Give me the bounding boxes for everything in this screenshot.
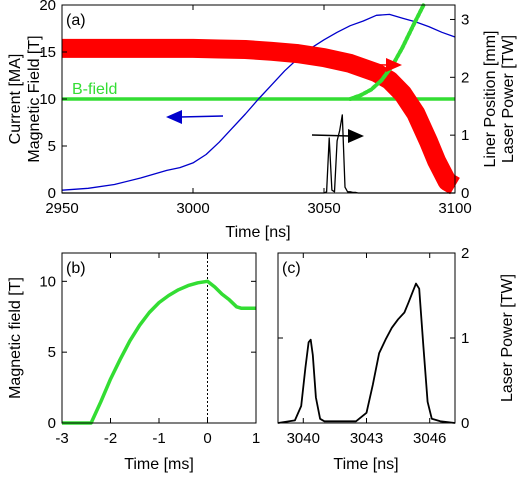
- panel-b-y-axis-label: Magnetic field [T]: [7, 277, 24, 399]
- panel-b-x-tick-label: 0: [203, 430, 211, 447]
- panel-b-y-tick-label: 10: [39, 273, 56, 290]
- panel-b-x-tick-label: -1: [152, 430, 165, 447]
- panel-b-x-axis-label: Time [ms]: [124, 456, 194, 473]
- panel-a-right-tick-label: 1: [461, 127, 469, 144]
- panel-b-label: (b): [66, 260, 86, 277]
- panel-a-right-tick-label: 2: [461, 69, 469, 86]
- panel-c-y-tick-label: 0: [461, 415, 469, 432]
- panel-a-y-tick-label: 10: [39, 91, 56, 108]
- panel-a-y-tick-label: 5: [48, 138, 56, 155]
- blue-arrow: [166, 110, 224, 124]
- panel-a-x-tick-label: 3100: [438, 200, 471, 217]
- panel-c-ticks: 3040 3043 3046 0 1 2: [278, 245, 469, 447]
- panel-a-right-tick-label: 3: [461, 11, 469, 28]
- panel-c-x-axis-label: Time [ns]: [333, 456, 398, 473]
- panel-a-y-tick-label: 0: [48, 185, 56, 202]
- panel-b-plot-area: [62, 253, 256, 425]
- laser-power-series-line: [62, 114, 455, 194]
- red-arrow: [339, 58, 402, 72]
- panel-c-x-tick-label: 3043: [350, 430, 383, 447]
- panel-a-right-axis-label-outer: Laser Power [TW]: [500, 35, 517, 163]
- panel-a-y-tick-label: 20: [39, 0, 56, 14]
- panel-a-y-tick-label: 15: [39, 44, 56, 61]
- current-series-line: [61, 13, 456, 191]
- black-arrow: [311, 129, 364, 143]
- panel-c-plot-area: [277, 282, 456, 424]
- panel-c-frame: [277, 252, 456, 424]
- panel-c: 3040 3043 3046 0 1 2 (c) Time [ns] Laser Powe…: [277, 245, 516, 473]
- panel-a-right-tick-label: 0: [461, 185, 469, 202]
- panel-a-x-tick-label: 2950: [45, 200, 78, 217]
- liner-position-series-band: [62, 38, 460, 195]
- panel-a-x-tick-label: 3050: [307, 200, 340, 217]
- panel-b-frame: [61, 252, 257, 424]
- panel-b-x-tick-label: -2: [104, 430, 117, 447]
- panel-a-x-axis-label: Time [ns]: [225, 224, 290, 241]
- panel-b-y-tick-label: 5: [48, 344, 56, 361]
- panel-c-y-tick-label: 2: [461, 245, 469, 262]
- panel-b-x-tick-label: -3: [55, 430, 68, 447]
- panel-a-y-axis-label-outer: Current [MA]: [7, 54, 24, 145]
- panel-c-label: (c): [282, 260, 301, 277]
- panel-c-x-tick-label: 3040: [287, 430, 320, 447]
- laser-power-series-line: [277, 282, 456, 424]
- b-field-annotation: B-field: [72, 81, 117, 98]
- panel-a-plot-area: [61, 3, 460, 195]
- panel-a-y-axis-label-inner: Magnetic Field [T]: [26, 35, 43, 162]
- panel-a-right-axis-label-inner: Liner Position [mm]: [482, 31, 499, 168]
- panel-a-label: (a): [66, 12, 86, 29]
- b-field-series-line: [62, 279, 256, 425]
- panel-b-y-tick-label: 0: [48, 415, 56, 432]
- panel-a-x-tick-label: 3000: [176, 200, 209, 217]
- panel-c-y-axis-label: Laser Power [TW]: [499, 274, 516, 402]
- panel-c-y-tick-label: 1: [461, 330, 469, 347]
- panel-c-x-tick-label: 3046: [413, 430, 446, 447]
- b-field-compressed-series-line: [348, 3, 426, 101]
- panel-b-x-tick-label: 1: [252, 430, 260, 447]
